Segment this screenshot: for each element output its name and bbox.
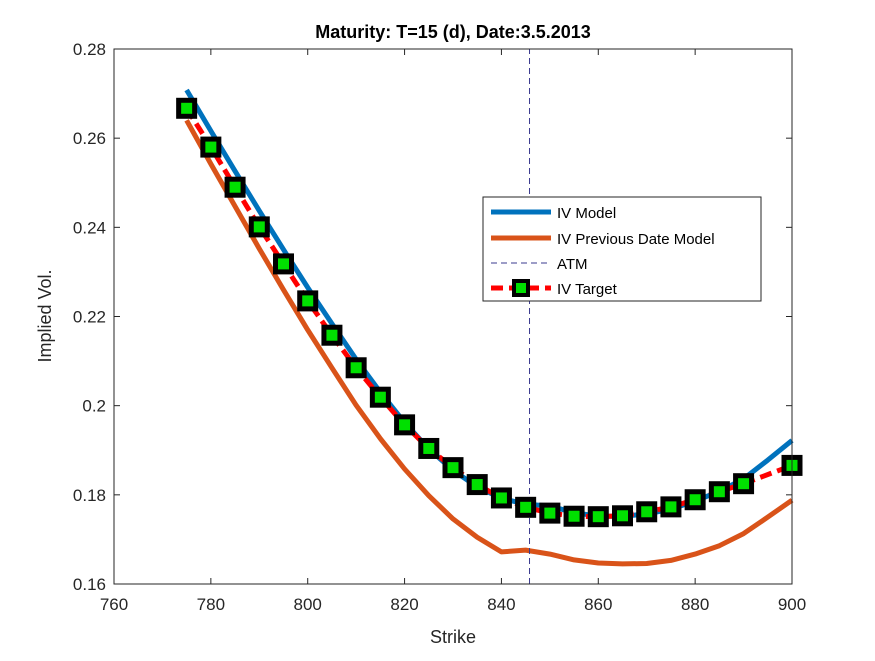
iv-target-point (612, 505, 633, 527)
x-tick-label: 760 (100, 595, 128, 614)
iv-target-point (708, 481, 730, 503)
y-tick-label: 0.28 (73, 40, 106, 59)
legend-label-atm: ATM (557, 256, 588, 273)
iv-target-point (660, 496, 682, 518)
legend-swatch-iv-target-marker (512, 279, 530, 297)
iv-target-point (224, 176, 246, 198)
iv-target-point (515, 496, 537, 518)
iv-target-point (200, 136, 222, 158)
iv-target-point (176, 97, 198, 119)
x-tick-label: 820 (390, 595, 418, 614)
iv-target-point (394, 414, 416, 436)
iv-target-point (563, 505, 585, 527)
iv-target-point (733, 473, 755, 495)
iv-target-point (539, 502, 561, 524)
iv-target-point (248, 216, 270, 238)
iv-target-point (442, 457, 464, 479)
x-tick-label: 900 (778, 595, 806, 614)
iv-target-point (321, 324, 343, 346)
x-tick-label: 880 (681, 595, 709, 614)
legend: IV Model IV Previous Date Model ATM IV T… (482, 196, 762, 302)
x-tick-label: 860 (584, 595, 612, 614)
chart-title: Maturity: T=15 (d), Date:3.5.2013 (315, 22, 591, 42)
y-tick-label: 0.18 (73, 486, 106, 505)
y-axis-ticks: 0.16 0.18 0.2 0.22 0.24 0.26 0.28 (73, 40, 792, 594)
iv-target-point (636, 501, 658, 523)
y-tick-label: 0.2 (82, 397, 106, 416)
x-tick-label: 840 (487, 595, 515, 614)
x-axis-label: Strike (430, 627, 476, 647)
iv-target-point (297, 290, 319, 312)
x-tick-label: 800 (294, 595, 322, 614)
y-tick-label: 0.16 (73, 575, 106, 594)
legend-label-iv-previous-date-model: IV Previous Date Model (557, 231, 715, 248)
iv-target-point (273, 253, 294, 275)
x-tick-label: 780 (197, 595, 225, 614)
y-tick-label: 0.24 (73, 218, 106, 237)
y-axis-label: Implied Vol. (35, 269, 55, 362)
iv-target-point (418, 437, 440, 459)
iv-target-point (466, 474, 488, 496)
x-axis-ticks: 760 780 800 820 840 860 880 900 (100, 49, 806, 614)
plot-area (114, 49, 792, 584)
iv-target-point (490, 487, 512, 509)
series-line-iv-previous-date-model (184, 119, 794, 567)
y-tick-label: 0.26 (73, 129, 106, 148)
iv-target-point (684, 489, 706, 511)
iv-target-point (369, 386, 391, 408)
iv-target-point (587, 506, 609, 528)
legend-label-iv-model: IV Model (557, 205, 616, 222)
iv-target-point (345, 357, 367, 379)
y-tick-label: 0.22 (73, 308, 106, 327)
legend-label-iv-target: IV Target (557, 281, 618, 298)
